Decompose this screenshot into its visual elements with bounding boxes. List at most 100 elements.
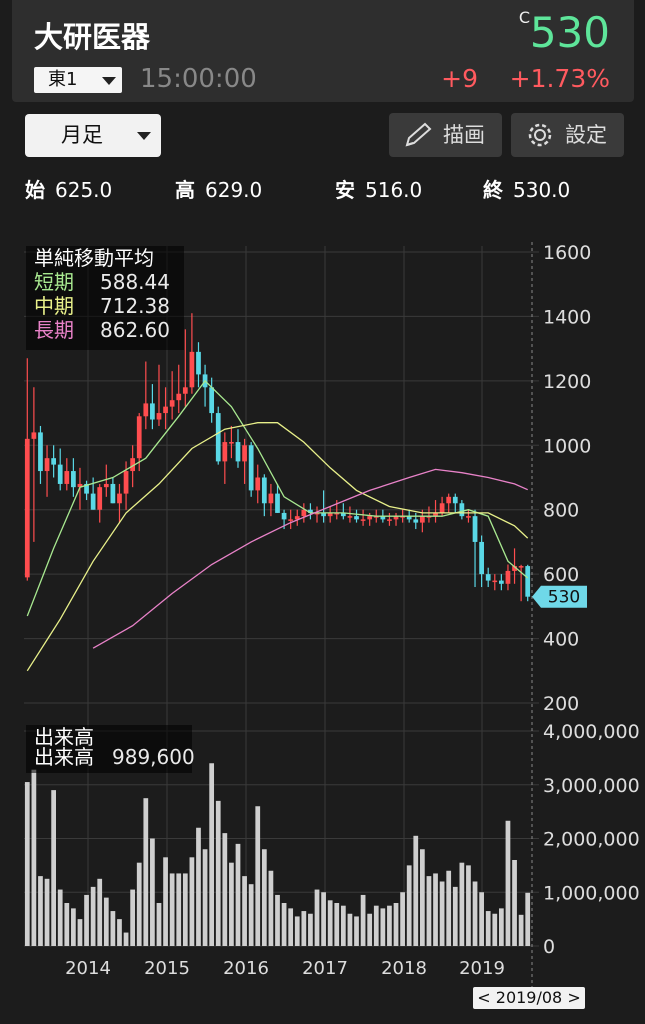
candle-body [308, 509, 313, 513]
last-price-tag [532, 585, 587, 608]
year-tick-label: 2015 [144, 958, 190, 979]
long-ma-line [92, 468, 528, 649]
stock-name: 大研医器 [34, 20, 151, 54]
volume-bar [229, 862, 234, 946]
date-navigator[interactable]: < 2019/08 > [473, 987, 585, 1009]
candle-body [130, 458, 136, 472]
market-select-value: 東1 [48, 69, 78, 90]
candle-body [367, 516, 373, 520]
candle-body [77, 483, 83, 488]
candle-body [466, 516, 471, 518]
candle-body [182, 387, 188, 394]
volume-bar [452, 886, 458, 946]
candle-body [360, 519, 366, 521]
candle-body [163, 406, 168, 414]
candle-body [57, 464, 63, 484]
candle-body [31, 432, 37, 439]
candle-body [136, 416, 142, 459]
volume-bar [110, 911, 116, 946]
candle-body [321, 512, 326, 517]
candle-body [288, 519, 294, 521]
candle-body [525, 566, 531, 597]
candle-body [492, 580, 498, 583]
chevron-down-icon [137, 132, 151, 140]
candle-body [433, 512, 438, 517]
candle-body [150, 403, 155, 420]
candle-body [209, 387, 215, 414]
volume-bar [31, 769, 37, 946]
candle-body [215, 413, 221, 462]
pencil-icon [405, 122, 432, 147]
legend-title: 単純移動平均 [34, 246, 154, 270]
candle-body [354, 516, 359, 520]
candle-body [84, 483, 89, 494]
year-tick-label: 2018 [381, 958, 427, 979]
volume-tick-label: 1,000,000 [543, 882, 640, 904]
volume-bar [485, 911, 491, 946]
candle-body [97, 487, 103, 510]
volume-bar [354, 916, 359, 946]
volume-bar [71, 908, 76, 946]
volume-bar [340, 905, 346, 946]
candle-body [189, 351, 195, 388]
price-tick-label: 1600 [543, 242, 591, 264]
volume-bar [479, 892, 484, 946]
price-tick-label: 1200 [543, 371, 591, 393]
volume-bar [209, 763, 215, 946]
volume-bar [268, 870, 274, 946]
volume-bar [51, 790, 57, 946]
volume-bar [202, 849, 208, 946]
volume-bar [301, 911, 307, 946]
candle-body [459, 503, 465, 517]
volume-bar [400, 892, 405, 946]
candle-body [248, 445, 254, 491]
candle-body [518, 566, 524, 568]
volume-bar [380, 908, 386, 946]
market-select[interactable]: 東1 [34, 67, 122, 93]
candle-body [485, 574, 491, 581]
draw-button[interactable]: 描画 [389, 113, 502, 157]
price-change-percent: +1.73% [509, 64, 610, 93]
volume-legend: 出来高 出来高 989,600 [26, 725, 195, 773]
volume-bar [57, 889, 63, 946]
price-tick-label: 800 [543, 500, 579, 522]
period-select[interactable]: 月足 [25, 114, 161, 157]
candle-body [472, 516, 478, 542]
candle-body [498, 580, 504, 584]
volume-bar [498, 908, 504, 946]
volume-bar [275, 894, 280, 946]
volume-bar [492, 913, 498, 946]
volume-bar [308, 913, 313, 946]
gear-icon [528, 123, 552, 147]
volume-bar [261, 849, 267, 946]
close-price-flag: C [518, 8, 530, 27]
mid-ma-line [26, 422, 529, 672]
price-tick-label: 1000 [543, 435, 591, 457]
volume-bar [248, 884, 254, 946]
close-value: 終 530.0 [483, 178, 571, 202]
volume-bar [90, 886, 96, 946]
candle-body [387, 519, 392, 521]
volume-bar [97, 878, 103, 946]
candle-body [419, 516, 425, 523]
settings-button[interactable]: 設定 [511, 113, 624, 157]
candle-body [38, 432, 43, 472]
volume-legend-title: 出来高 [34, 725, 94, 749]
volume-bar [446, 870, 452, 946]
price-change: +9 [441, 64, 478, 93]
year-tick-label: 2014 [65, 958, 111, 979]
volume-bar [235, 843, 241, 946]
volume-bar [136, 862, 142, 946]
volume-bar [426, 876, 432, 946]
candle-body [400, 516, 405, 518]
candle-body [64, 471, 70, 484]
candle-body [347, 516, 353, 518]
volume-bar [130, 889, 136, 946]
legend-long: 長期 862.60 [34, 318, 170, 342]
volume-bar [242, 876, 247, 946]
volume-bar [518, 914, 524, 946]
candle-body [340, 512, 346, 517]
volume-bar [459, 862, 465, 946]
volume-bar [189, 857, 195, 946]
